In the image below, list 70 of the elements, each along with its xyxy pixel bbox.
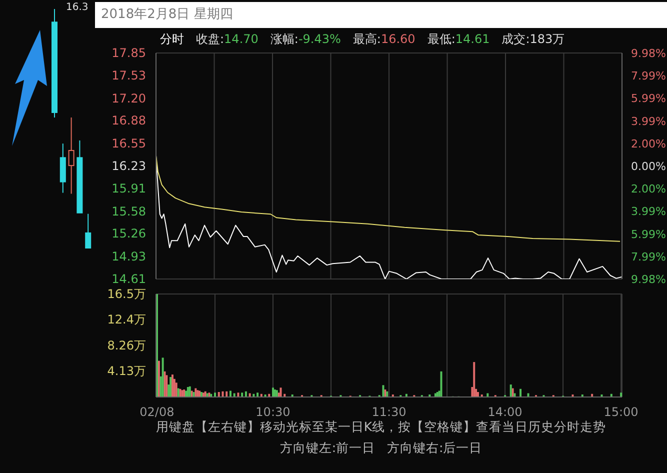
text: 用键盘【左右键】移动光标至某一日K线，按【空格键】查看当日历史分时走势 (154, 418, 608, 436)
bar (171, 374, 174, 397)
bar (188, 386, 191, 397)
x-tick-label: 02/08 (140, 405, 174, 419)
x-tick-label: 11:30 (372, 405, 406, 419)
y2-tick-label: 3.99% (631, 114, 666, 128)
y-tick-label: 14.93 (112, 250, 146, 264)
y-tick-label: 12.4万 (107, 312, 146, 327)
y2-tick-label: 5.99% (631, 228, 666, 241)
y-tick-label: 16.5万 (107, 287, 146, 301)
x-tick-label: 15:00 (604, 405, 638, 419)
y2-tick-label: 2.00% (631, 137, 666, 150)
annotation: 16.3 (66, 2, 88, 13)
bar (382, 385, 384, 397)
text: 成交:183万 (502, 31, 565, 48)
y-tick-label: 15.91 (112, 181, 146, 196)
text: 最高:16.60 (352, 31, 416, 48)
candlestick (85, 213, 92, 248)
bar (166, 375, 168, 397)
y-tick-label: 14.61 (112, 272, 146, 286)
bar (173, 378, 176, 397)
y2-tick-label: 7.99% (631, 70, 666, 83)
bar (237, 392, 240, 397)
y-tick-label: 17.85 (112, 46, 146, 60)
y-tick-label: 4.13万 (107, 364, 146, 378)
bar (620, 392, 622, 397)
y2-tick-label: 7.99% (631, 250, 666, 264)
chart-subtitle: 分时 (160, 31, 184, 48)
bar (162, 358, 164, 397)
bar (170, 377, 172, 397)
bar (158, 360, 160, 397)
bar (520, 388, 522, 397)
y2-tick-label: 2.00% (631, 182, 666, 196)
text: 最低:14.61 (427, 31, 490, 48)
y-tick-label: 16.23 (112, 159, 146, 173)
chart-title: 2018年2月8日 星期四 (95, 2, 667, 28)
bar (194, 388, 197, 397)
bar (276, 390, 278, 397)
bar (175, 382, 178, 397)
y2-tick-label: 9.98% (631, 273, 666, 286)
y2-tick-label: 9.98% (631, 47, 666, 60)
bar (186, 387, 189, 397)
bar (473, 362, 476, 397)
candlestick (68, 117, 74, 194)
y-tick-label: 16.88 (112, 114, 146, 128)
bar (280, 388, 282, 397)
bar (274, 390, 276, 397)
bar (241, 392, 244, 397)
x-tick-label: 14:00 (488, 405, 522, 419)
bar (218, 392, 220, 397)
text: 涨幅:-9.43% (270, 31, 341, 48)
y-tick-label: 16.55 (112, 136, 146, 151)
y-tick-label: 15.26 (112, 226, 146, 241)
line-series (156, 155, 621, 242)
bar (440, 371, 442, 397)
y2-tick-label: 3.99% (631, 205, 666, 218)
y2-tick-label: 0.00% (631, 160, 666, 173)
y-tick-label: 8.26万 (107, 338, 146, 352)
y-tick-label: 17.20 (112, 91, 146, 106)
x-tick-label: 10:30 (256, 405, 290, 419)
text: 收盘:14.70 (196, 31, 258, 48)
y-tick-label: 15.58 (112, 204, 146, 218)
bar (214, 392, 216, 397)
bar (510, 384, 512, 397)
text: 方向键左:前一日 方向键右:后一日 (278, 439, 484, 457)
bar (256, 392, 259, 397)
bar (272, 388, 274, 397)
y-tick-label: 17.53 (112, 68, 146, 82)
y2-tick-label: 5.99% (631, 92, 666, 106)
bar (476, 392, 479, 397)
